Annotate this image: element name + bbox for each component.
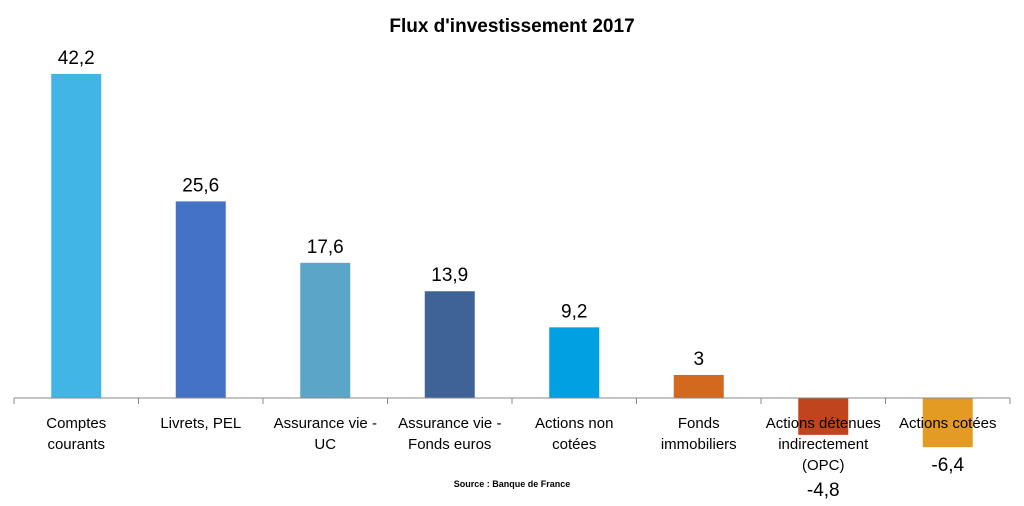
value-label: -4,8 xyxy=(807,480,840,501)
bar xyxy=(798,398,849,435)
value-label: -6,4 xyxy=(931,455,964,476)
chart-title: Flux d'investissement 2017 xyxy=(389,16,634,37)
bar xyxy=(424,291,475,398)
value-label: 42,2 xyxy=(58,48,95,69)
value-label: 9,2 xyxy=(561,301,587,322)
category-label: Actions cotées xyxy=(899,415,997,432)
category-label: Comptes courants xyxy=(46,415,106,453)
bar xyxy=(51,73,102,399)
value-label: 17,6 xyxy=(307,237,344,258)
category-labels: Comptes courants Livrets, PEL Assurance vie… xyxy=(46,415,996,474)
category-label: Livrets, PEL xyxy=(160,415,241,432)
source-note: Source : Banque de France xyxy=(454,479,571,489)
bars-group xyxy=(51,73,973,448)
category-label: Fonds immobiliers xyxy=(661,415,737,453)
bar xyxy=(673,374,724,398)
x-axis-ticks xyxy=(13,398,1011,404)
category-label: Actions non cotées xyxy=(535,415,613,453)
bar xyxy=(300,262,351,398)
category-label: Assurance vie -Fonds euros xyxy=(398,415,501,453)
bar xyxy=(549,327,600,398)
bar xyxy=(175,201,226,398)
bar xyxy=(922,398,973,448)
category-label: Actions détenues indirectement (OPC) xyxy=(766,415,881,474)
value-label: 13,9 xyxy=(431,265,468,286)
value-label: 3 xyxy=(693,349,704,370)
value-labels: 42,2 25,6 17,6 13,9 9,2 3 -4,8 -6,4 xyxy=(58,48,965,501)
category-label: Assurance vie -UC xyxy=(274,415,377,453)
value-label: 25,6 xyxy=(182,175,219,196)
